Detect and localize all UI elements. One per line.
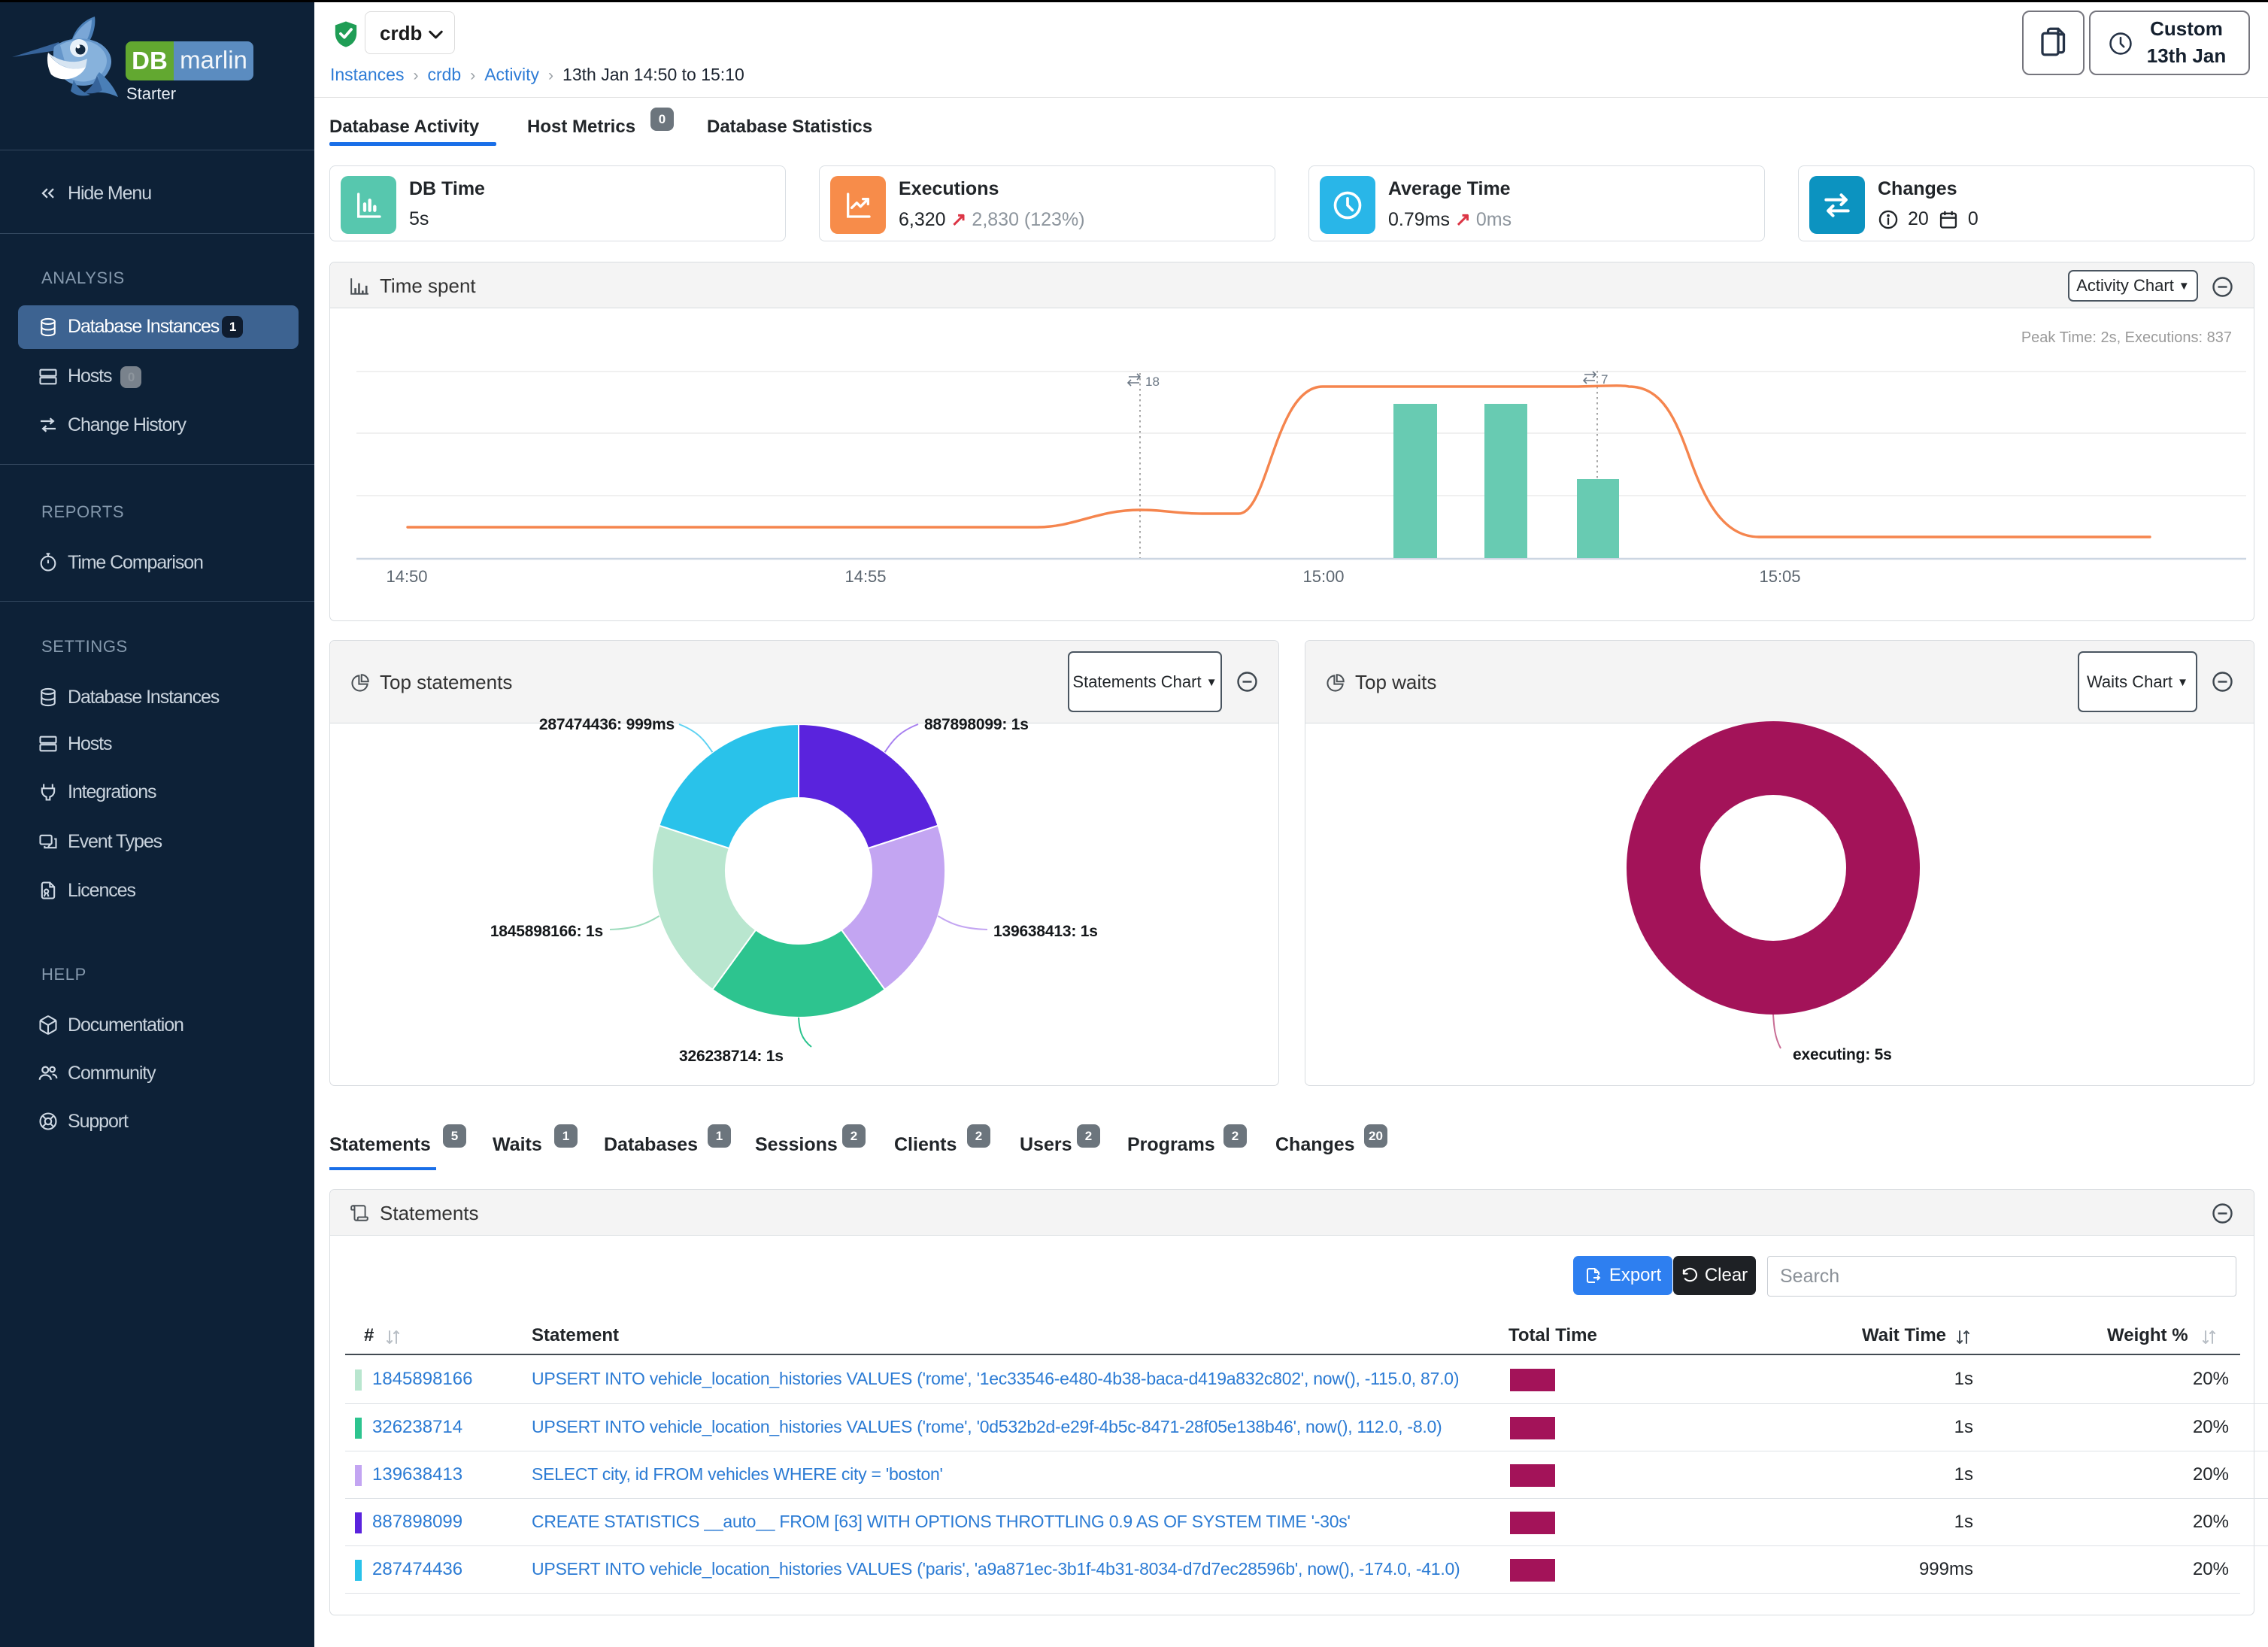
svg-text:326238714: 1s: 326238714: 1s [679,1048,784,1065]
svg-text:7: 7 [1601,372,1608,387]
svg-text:139638413: 1s: 139638413: 1s [993,923,1098,940]
svg-text:14:50: 14:50 [386,567,427,586]
svg-text:14:55: 14:55 [844,567,886,586]
svg-text:1845898166: 1s: 1845898166: 1s [490,923,603,940]
svg-text:18: 18 [1145,375,1160,389]
svg-text:15:00: 15:00 [1302,567,1344,586]
svg-text:287474436: 999ms: 287474436: 999ms [539,716,675,733]
svg-text:executing: 5s: executing: 5s [1793,1046,1892,1063]
svg-text:15:05: 15:05 [1759,567,1800,586]
svg-text:887898099: 1s: 887898099: 1s [924,716,1029,733]
